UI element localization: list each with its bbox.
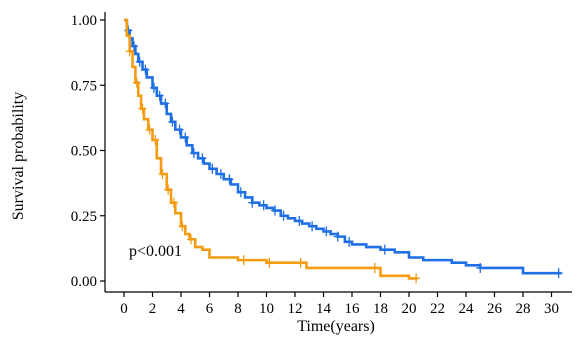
- y-tick-label: 0.75: [71, 78, 97, 94]
- censor-mark: [216, 168, 225, 179]
- p-value-annotation: p<0.001: [129, 243, 182, 260]
- censor-mark: [412, 273, 421, 284]
- censor-mark: [370, 262, 379, 273]
- censor-mark: [239, 255, 248, 266]
- censor-mark: [476, 262, 485, 273]
- x-tick-label: 28: [516, 301, 531, 317]
- x-tick-label: 0: [120, 301, 128, 317]
- censor-mark: [322, 226, 331, 237]
- censor-mark: [208, 163, 217, 174]
- x-tick-label: 14: [316, 301, 332, 317]
- censor-mark: [308, 221, 317, 232]
- y-tick-label: 0.00: [71, 274, 97, 290]
- censor-mark: [181, 132, 190, 143]
- censor-mark: [158, 168, 167, 179]
- x-tick-label: 16: [345, 301, 361, 317]
- y-ticks: 0.00 0.25 0.50 0.75 1.00: [71, 13, 105, 290]
- x-tick-label: 12: [288, 301, 303, 317]
- censor-mark: [198, 153, 207, 164]
- censor-mark: [296, 257, 305, 268]
- x-tick-label: 2: [149, 301, 157, 317]
- censor-mark: [295, 215, 304, 226]
- censor-mark: [149, 82, 158, 93]
- censor-mark: [135, 56, 144, 67]
- censor-mark: [279, 210, 288, 221]
- x-tick-label: 22: [430, 301, 445, 317]
- x-tick-label: 24: [459, 301, 475, 317]
- censor-mark: [129, 41, 138, 52]
- censor-mark: [164, 184, 173, 195]
- y-axis-title: Survival probability: [10, 92, 27, 220]
- survival-curve-2: [124, 18, 418, 280]
- censor-mark: [225, 174, 234, 185]
- censor-mark: [169, 197, 178, 208]
- censor-mark: [265, 257, 274, 268]
- censor-mark: [141, 64, 150, 75]
- censor-mark: [178, 221, 187, 232]
- x-tick-label: 8: [234, 301, 242, 317]
- censor-mark: [380, 244, 389, 255]
- censor-mark: [168, 116, 177, 127]
- censor-mark: [124, 25, 133, 36]
- censor-mark: [189, 148, 198, 159]
- censor-mark: [125, 46, 134, 57]
- y-tick-label: 0.50: [71, 144, 97, 160]
- censor-mark: [132, 77, 141, 88]
- x-ticks: 0 2 4 6 8 10 12 14 16 18 20 22 24 26 28 30: [120, 292, 559, 317]
- censor-mark: [161, 98, 170, 109]
- x-tick-label: 10: [259, 301, 274, 317]
- censor-mark: [236, 187, 245, 198]
- censor-mark: [554, 268, 563, 279]
- x-tick-label: 26: [487, 301, 503, 317]
- x-tick-label: 4: [177, 301, 185, 317]
- y-tick-label: 1.00: [71, 13, 97, 29]
- x-tick-label: 18: [373, 301, 388, 317]
- y-tick-label: 0.25: [71, 209, 97, 225]
- censor-mark: [333, 231, 342, 242]
- censor-mark: [271, 205, 280, 216]
- censor-mark: [175, 124, 184, 135]
- censor-mark: [248, 197, 257, 208]
- x-tick-label: 20: [402, 301, 417, 317]
- censor-mark: [145, 124, 154, 135]
- series-layer: [124, 18, 563, 284]
- censor-mark: [259, 200, 268, 211]
- censor-mark: [345, 236, 354, 247]
- censor-mark: [186, 234, 195, 245]
- censor-mark: [138, 103, 147, 114]
- censor-mark: [151, 135, 160, 146]
- x-tick-label: 30: [544, 301, 559, 317]
- x-axis-title: Time(years): [297, 318, 375, 335]
- censor-mark: [155, 90, 164, 101]
- x-tick-label: 6: [206, 301, 214, 317]
